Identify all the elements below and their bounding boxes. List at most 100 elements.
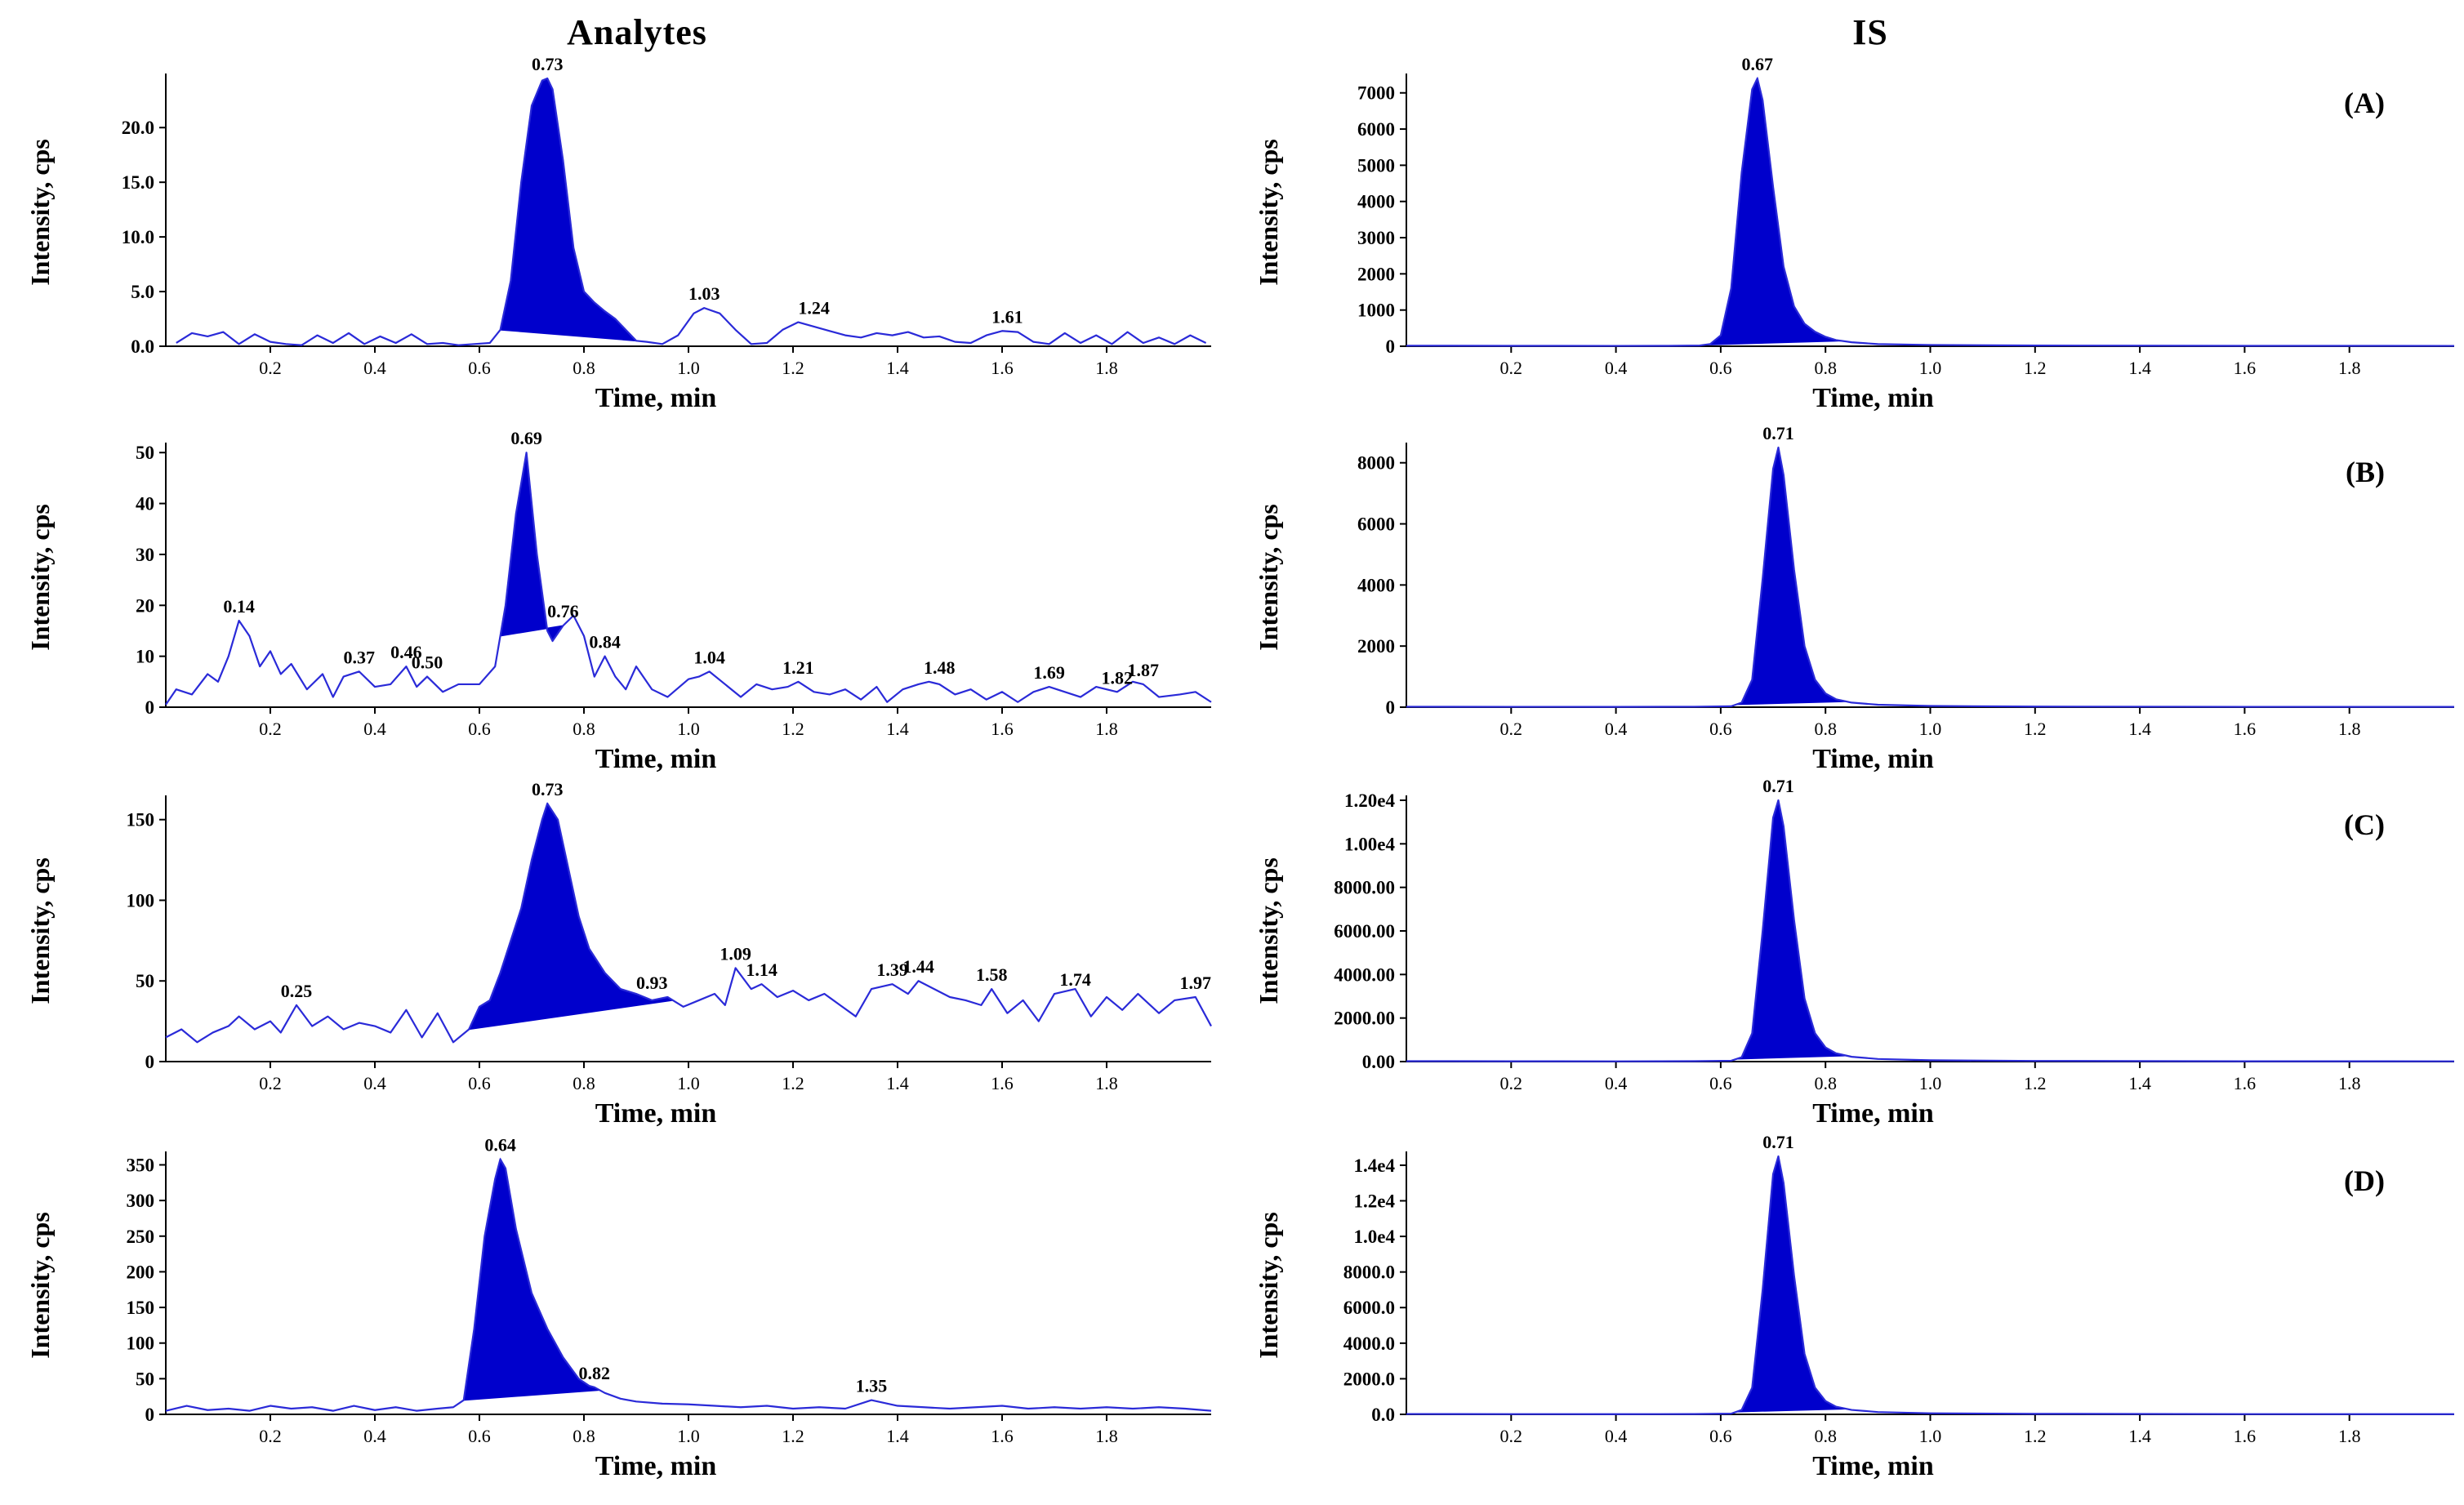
peak-retention-label: 1.69 (1033, 662, 1065, 683)
panel-c-is-chart: 0.2 0.4 0.6 0.8 1.0 1.2 1.4 1.6 1.8 0.00 2000.00 40… (1254, 776, 2455, 1129)
panel-letter-label: (A) (2344, 87, 2385, 119)
x-axis-label: Time, min (595, 1098, 717, 1129)
x-tick-label: 1.8 (2338, 719, 2361, 739)
peak-retention-label: 1.39 (876, 960, 908, 980)
y-tick-label: 0 (1386, 336, 1396, 357)
x-tick-label: 1.8 (2338, 358, 2361, 378)
x-tick-label: 1.6 (991, 1426, 1014, 1446)
x-tick-label: 1.2 (782, 719, 804, 739)
x-axis-label: Time, min (1812, 383, 1934, 413)
x-tick-label: 1.2 (782, 358, 804, 378)
peak-retention-label: 1.87 (1128, 660, 1160, 680)
x-tick-label: 0.2 (259, 1426, 282, 1446)
y-axis-label: Intensity, cps (1254, 1212, 1283, 1359)
x-tick-label: 0.4 (363, 1073, 386, 1093)
x-tick-label: 1.6 (991, 358, 1014, 378)
panel-d-analyte-chart: 0.2 0.4 0.6 0.8 1.0 1.2 1.4 1.6 1.8 0 50 100 150 200 2… (25, 1134, 1212, 1481)
peak-retention-label: 0.71 (1762, 1132, 1794, 1152)
x-tick-label: 1.0 (677, 1426, 700, 1446)
x-tick-label: 1.0 (677, 358, 700, 378)
panel-letter-label: (C) (2344, 808, 2385, 841)
x-tick-label: 0.4 (363, 1426, 386, 1446)
integrated-peak-area (1704, 76, 1842, 345)
x-tick-label: 1.6 (2234, 358, 2257, 378)
x-tick-label: 0.6 (468, 1426, 491, 1446)
y-tick-label: 2000 (1357, 636, 1395, 657)
y-tick-label: 8000.00 (1334, 878, 1395, 898)
y-tick-label: 300 (127, 1191, 155, 1211)
peak-retention-label: 0.69 (510, 428, 542, 448)
peak-retention-label: 1.82 (1102, 667, 1134, 688)
y-tick-label: 1.0e4 (1354, 1227, 1396, 1247)
y-tick-label: 6000.00 (1334, 921, 1395, 942)
panel-c-analyte-chart: 0.2 0.4 0.6 0.8 1.0 1.2 1.4 1.6 1.8 0 50 100 150 Time… (25, 779, 1212, 1129)
x-tick-label: 1.0 (1919, 358, 1942, 378)
peak-retention-label: 1.35 (856, 1376, 888, 1396)
y-tick-label: 2000.00 (1334, 1009, 1395, 1029)
y-tick-label: 3000 (1357, 228, 1395, 248)
x-tick-label: 0.2 (1500, 719, 1523, 739)
panel-letter-label: (D) (2344, 1164, 2385, 1197)
y-tick-label: 1000 (1357, 301, 1395, 321)
peak-retention-label: 0.73 (532, 779, 564, 799)
y-tick-label: 5000 (1357, 155, 1395, 176)
x-tick-label: 0.8 (573, 1426, 595, 1446)
panel-b-is-chart: 0.2 0.4 0.6 0.8 1.0 1.2 1.4 1.6 1.8 0 2000 4000 6000… (1254, 423, 2455, 774)
chromatogram-trace (165, 1158, 1212, 1412)
peak-retention-label: 1.24 (798, 298, 830, 318)
peak-retention-label: 1.14 (746, 960, 778, 980)
y-tick-label: 150 (127, 810, 155, 830)
panel-a-analyte-chart: 0.2 0.4 0.6 0.8 1.0 1.2 1.4 1.6 1.8 0.0 5.0 10.0 15.… (25, 54, 1211, 413)
x-tick-label: 1.4 (886, 358, 909, 378)
peak-retention-label: 0.71 (1762, 776, 1794, 796)
chromatogram-trace (176, 77, 1207, 346)
x-tick-label: 1.2 (2024, 1426, 2047, 1446)
peak-retention-label: 0.84 (589, 632, 621, 652)
x-tick-label: 0.6 (468, 719, 491, 739)
panel-letter-label: (B) (2346, 456, 2385, 488)
x-tick-label: 1.2 (2024, 719, 2047, 739)
x-tick-label: 0.6 (1709, 1426, 1732, 1446)
peak-retention-label: 0.37 (344, 647, 376, 667)
y-tick-label: 0 (1386, 697, 1396, 718)
x-tick-label: 0.2 (259, 719, 282, 739)
y-tick-label: 1.4e4 (1354, 1155, 1396, 1176)
x-tick-label: 0.6 (1709, 719, 1732, 739)
y-tick-label: 4000.00 (1334, 964, 1395, 985)
y-axis-label: Intensity, cps (25, 1212, 55, 1359)
peak-retention-label: 0.71 (1762, 423, 1794, 443)
is-column-title: IS (1852, 12, 1888, 52)
x-tick-label: 1.6 (2234, 1073, 2257, 1093)
x-tick-label: 1.4 (2128, 358, 2151, 378)
y-tick-label: 2000.0 (1343, 1369, 1395, 1389)
analytes-column-title: Analytes (567, 12, 707, 52)
y-tick-label: 0 (145, 1405, 155, 1425)
y-tick-label: 5.0 (131, 282, 154, 302)
peak-retention-label: 1.09 (720, 943, 751, 964)
y-tick-label: 4000 (1357, 575, 1395, 595)
y-tick-label: 50 (136, 971, 154, 991)
y-tick-label: 1.2e4 (1354, 1191, 1396, 1211)
peak-retention-label: 0.73 (532, 54, 564, 74)
y-tick-label: 50 (136, 443, 154, 463)
y-tick-label: 1.00e4 (1344, 834, 1395, 854)
y-tick-label: 4000.0 (1343, 1334, 1395, 1354)
y-tick-label: 8000 (1357, 453, 1395, 474)
x-tick-label: 1.8 (1095, 358, 1118, 378)
chromatogram-trace (165, 802, 1212, 1044)
y-axis-label: Intensity, cps (1254, 139, 1283, 286)
y-tick-label: 8000.0 (1343, 1262, 1395, 1283)
y-tick-label: 0 (145, 697, 155, 718)
x-tick-label: 1.4 (2128, 1073, 2151, 1093)
x-tick-label: 0.8 (1814, 1073, 1837, 1093)
x-tick-label: 1.2 (2024, 1073, 2047, 1093)
y-tick-label: 40 (136, 494, 154, 514)
peak-retention-label: 0.93 (636, 973, 668, 993)
x-tick-label: 0.6 (1709, 358, 1732, 378)
y-tick-label: 6000 (1357, 514, 1395, 535)
y-tick-label: 0.0 (1371, 1405, 1395, 1425)
x-tick-label: 1.8 (1095, 1426, 1118, 1446)
x-tick-label: 1.8 (2338, 1426, 2361, 1446)
x-tick-label: 1.0 (1919, 1426, 1942, 1446)
x-tick-label: 1.2 (782, 1426, 804, 1446)
